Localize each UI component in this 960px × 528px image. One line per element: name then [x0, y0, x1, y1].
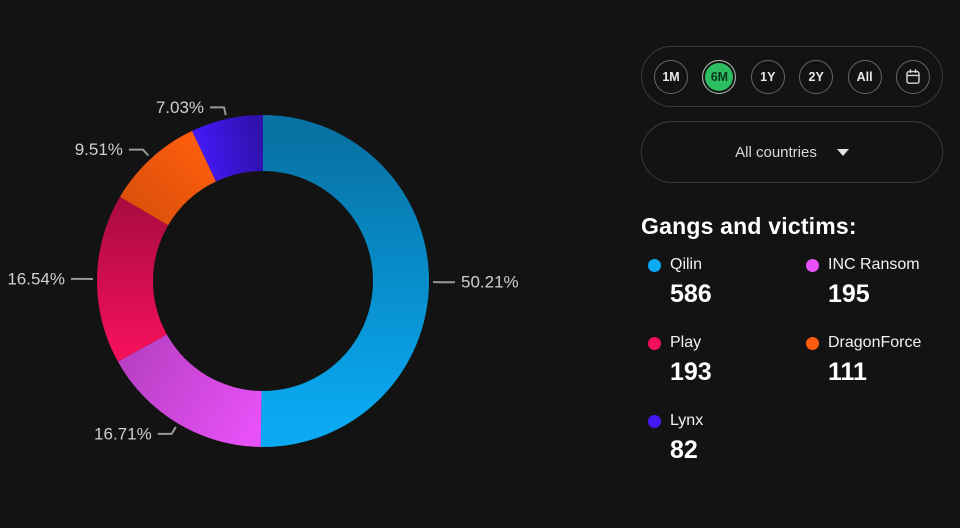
- donut-slice-dragonforce[interactable]: [119, 130, 216, 226]
- percent-label: 9.51%: [75, 140, 123, 159]
- time-range-label: 1Y: [760, 69, 776, 84]
- time-range-2y[interactable]: 2Y: [799, 59, 834, 94]
- section-title: Gangs and victims:: [641, 213, 857, 239]
- label-leader-line: [157, 426, 177, 435]
- gang-name: Qilin: [670, 256, 703, 273]
- legend: Qilin 586 INC Ransom 195 Play 193 Dragon…: [648, 255, 948, 465]
- country-filter-value: All countries: [735, 143, 817, 161]
- time-range-label: 6M: [710, 69, 729, 84]
- time-range-label: 2Y: [808, 69, 824, 84]
- gang-name: Lynx: [670, 412, 704, 429]
- gang-name: INC Ransom: [828, 256, 920, 273]
- label-leader-line: [128, 148, 150, 157]
- legend-item-play[interactable]: Play 193: [648, 333, 806, 387]
- legend-dot: [648, 258, 661, 272]
- gang-name: Play: [670, 334, 702, 351]
- donut-slice-lynx[interactable]: [192, 115, 263, 182]
- calendar-icon: [906, 68, 920, 84]
- time-range-filter: 1M 6M 1Y 2Y All: [641, 46, 943, 107]
- legend-item-lynx[interactable]: Lynx 82: [648, 411, 806, 465]
- time-range-label: 1M: [662, 69, 680, 84]
- time-range-label: All: [856, 69, 873, 84]
- country-filter-dropdown[interactable]: All countries: [641, 121, 943, 183]
- percent-label: 7.03%: [156, 98, 204, 117]
- gang-victim-count: 82: [670, 436, 698, 464]
- gang-victim-count: 111: [828, 358, 867, 386]
- gang-name: DragonForce: [828, 334, 922, 351]
- donut-chart: 50.21% 16.71% 16.54% 9.51% 7.03%: [7, 98, 519, 447]
- percent-label: 16.54%: [7, 269, 65, 288]
- time-range-1m[interactable]: 1M: [654, 59, 688, 94]
- legend-dot: [648, 336, 661, 350]
- gang-victim-count: 586: [670, 280, 712, 308]
- legend-dot: [806, 336, 819, 350]
- label-leader-line: [210, 106, 227, 116]
- legend-item-qilin[interactable]: Qilin 586: [648, 255, 806, 309]
- gang-victim-count: 193: [670, 358, 712, 386]
- percent-label: 50.21%: [461, 273, 519, 292]
- legend-dot: [806, 258, 819, 272]
- legend-item-inc-ransom[interactable]: INC Ransom 195: [806, 255, 948, 309]
- donut-slice-play[interactable]: [96, 196, 169, 362]
- gang-victim-count: 195: [828, 280, 870, 308]
- time-range-1y[interactable]: 1Y: [750, 59, 785, 94]
- donut-slice-qilin[interactable]: [260, 114, 430, 447]
- time-range-all[interactable]: All: [847, 59, 882, 94]
- percent-label: 16.71%: [94, 424, 152, 443]
- donut-slice-inc-ransom[interactable]: [117, 334, 262, 447]
- time-range-6m[interactable]: 6M: [702, 59, 737, 94]
- chevron-down-icon: [836, 148, 849, 156]
- legend-dot: [648, 414, 661, 428]
- date-picker-button[interactable]: [895, 59, 930, 94]
- legend-item-dragonforce[interactable]: DragonForce 111: [806, 333, 948, 387]
